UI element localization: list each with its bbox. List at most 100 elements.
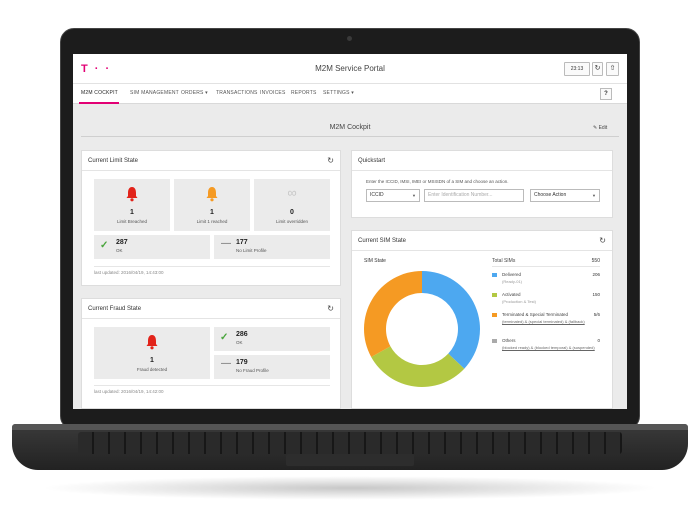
chevron-down-icon: ▼ [412, 193, 416, 198]
fraud-ok-label: OK [236, 340, 243, 345]
check-icon: ✓ [100, 240, 109, 251]
check-icon: ✓ [220, 332, 229, 343]
limit-breached-label: Limit Breached [116, 219, 147, 224]
legend-name: Activated [502, 292, 521, 297]
main-nav: M2M COCKPIT SIM MANAGEMENT ORDERS ▾ TRAN… [73, 84, 627, 104]
divider [94, 266, 330, 267]
total-sims-label: Total SIMs [492, 258, 516, 264]
divider [81, 136, 619, 137]
legend-swatch [492, 339, 497, 343]
limit-state-title: Current Limit State [88, 158, 139, 164]
nav-m2m-cockpit[interactable]: M2M COCKPIT [81, 90, 118, 96]
portal-title: M2M Service Portal [315, 64, 385, 73]
limit-state-updated: last updated: 2016/04/19, 14:43:00 [94, 270, 164, 275]
no-fraud-profile-count: 179 [236, 359, 248, 366]
fraud-state-title: Current Fraud State [88, 306, 142, 312]
no-limit-profile-count: 177 [236, 239, 248, 246]
refresh-icon[interactable]: ↻ [327, 304, 334, 313]
dash-icon: — [221, 238, 231, 249]
quickstart-panel: Quickstart Enter the ICCID, IMSI, IMEI o… [351, 150, 613, 218]
telekom-logo[interactable]: T · · [81, 63, 112, 75]
fraud-state-panel: Current Fraud State ↻ 1 Fraud detected ✓… [81, 298, 341, 409]
fraud-detected-label: Fraud detected [136, 367, 168, 372]
divider [94, 385, 330, 386]
nav-invoices[interactable]: INVOICES [260, 90, 286, 96]
chevron-down-icon: ▼ [592, 193, 596, 198]
limit-state-header: Current Limit State ↻ [82, 151, 340, 171]
page-title: M2M Cockpit [329, 124, 371, 131]
fraud-state-header: Current Fraud State ↻ [82, 299, 340, 319]
legend-name: Terminated & Special Terminated [502, 312, 568, 317]
fraud-detected-tile[interactable]: 1 Fraud detected [94, 327, 210, 379]
legend-sub: (Ready-01) [502, 279, 523, 284]
legend-value: 206 [592, 272, 600, 277]
edit-button[interactable]: ✎ Edit [593, 125, 607, 131]
nav-sim-management[interactable]: SIM MANAGEMENT [130, 90, 179, 96]
limit-ok-count: 287 [116, 239, 128, 246]
screen: T · · M2M Service Portal 23:13 ↻ ⇧ M2M C… [73, 54, 627, 409]
legend-swatch [492, 313, 497, 317]
upload-icon[interactable]: ⇧ [606, 62, 619, 76]
quickstart-title: Quickstart [358, 158, 386, 164]
total-sims-value: 550 [591, 258, 600, 264]
nav-settings[interactable]: SETTINGS ▾ [323, 90, 354, 96]
legend-value: 150 [592, 292, 600, 297]
id-type-value: ICCID [370, 192, 384, 198]
laptop-shadow [40, 476, 660, 500]
quickstart-header: Quickstart [352, 151, 612, 171]
no-fraud-profile-label: No Fraud Profile [236, 368, 269, 373]
camera-icon [347, 36, 352, 41]
identification-number-input[interactable]: Enter Identification Number... [424, 189, 524, 202]
choose-action-value: Choose Action [534, 192, 567, 198]
trackpad [286, 454, 414, 466]
legend-swatch [492, 293, 497, 297]
id-type-select[interactable]: ICCID ▼ [366, 189, 420, 202]
limit-overridden-count: 0 [290, 209, 294, 216]
sim-state-panel: Current SIM State ↻ SIM State Total SIMs… [351, 230, 613, 409]
refresh-icon[interactable]: ↻ [599, 236, 606, 245]
legend-sub[interactable]: (terminated) & (special terminated) & (f… [502, 319, 585, 324]
donut-slice-terminated-special-terminated[interactable] [364, 271, 422, 357]
bell-icon [206, 187, 218, 202]
dash-icon: — [221, 358, 231, 369]
legend-value: 5/6 [593, 312, 600, 317]
legend-name: Delivered [502, 272, 522, 277]
quickstart-instruction: Enter the ICCID, IMSI, IMEI or MSISDN of… [366, 179, 509, 184]
legend-swatch [492, 273, 497, 277]
fraud-ok-row[interactable]: ✓ 286 OK [214, 327, 330, 351]
choose-action-select[interactable]: Choose Action ▼ [530, 189, 600, 202]
no-limit-profile-row[interactable]: — 177 No Limit Profile [214, 235, 330, 259]
help-button[interactable]: ? [600, 88, 612, 100]
donut-slice-delivered[interactable] [422, 271, 480, 369]
fraud-ok-count: 286 [236, 331, 248, 338]
nav-orders[interactable]: ORDERS ▾ [181, 90, 208, 96]
keyboard [78, 432, 622, 454]
active-tab-indicator [79, 102, 119, 104]
sim-state-header: Current SIM State ↻ [352, 231, 612, 251]
fraud-detected-count: 1 [150, 357, 154, 364]
limit-overridden-label: Limit overridden [275, 219, 308, 224]
nav-reports[interactable]: REPORTS [291, 90, 317, 96]
limit-breached-tile[interactable]: 1 Limit Breached [94, 179, 170, 231]
infinity-icon: ∞ [287, 185, 297, 200]
bell-icon [146, 335, 158, 350]
limit-ok-row[interactable]: ✓ 287 OK [94, 235, 210, 259]
no-fraud-profile-row[interactable]: — 179 No Fraud Profile [214, 355, 330, 379]
limit-reached-tile[interactable]: 1 Limit 1 reached [174, 179, 250, 231]
legend-name: Others [502, 338, 516, 343]
refresh-icon[interactable]: ↻ [327, 156, 334, 165]
laptop-hinge [12, 424, 688, 430]
legend-sub[interactable]: (blocked ready) & (blocked temporal) & (… [502, 345, 595, 350]
limit-ok-label: OK [116, 248, 123, 253]
sim-state-legend: Total SIMs 550 Delivered (Ready-01) 206 … [492, 258, 600, 408]
legend-sub: (Production & Test) [502, 299, 536, 304]
limit-breached-count: 1 [130, 209, 134, 216]
refresh-icon[interactable]: ↻ [592, 62, 603, 76]
limit-reached-count: 1 [210, 209, 214, 216]
bell-icon [126, 187, 138, 202]
donut-slice-activated[interactable] [371, 346, 465, 387]
time-button[interactable]: 23:13 [564, 62, 590, 76]
limit-overridden-tile[interactable]: ∞ 0 Limit overridden [254, 179, 330, 231]
pencil-icon: ✎ [593, 125, 598, 131]
nav-transactions[interactable]: TRANSACTIONS [216, 90, 258, 96]
